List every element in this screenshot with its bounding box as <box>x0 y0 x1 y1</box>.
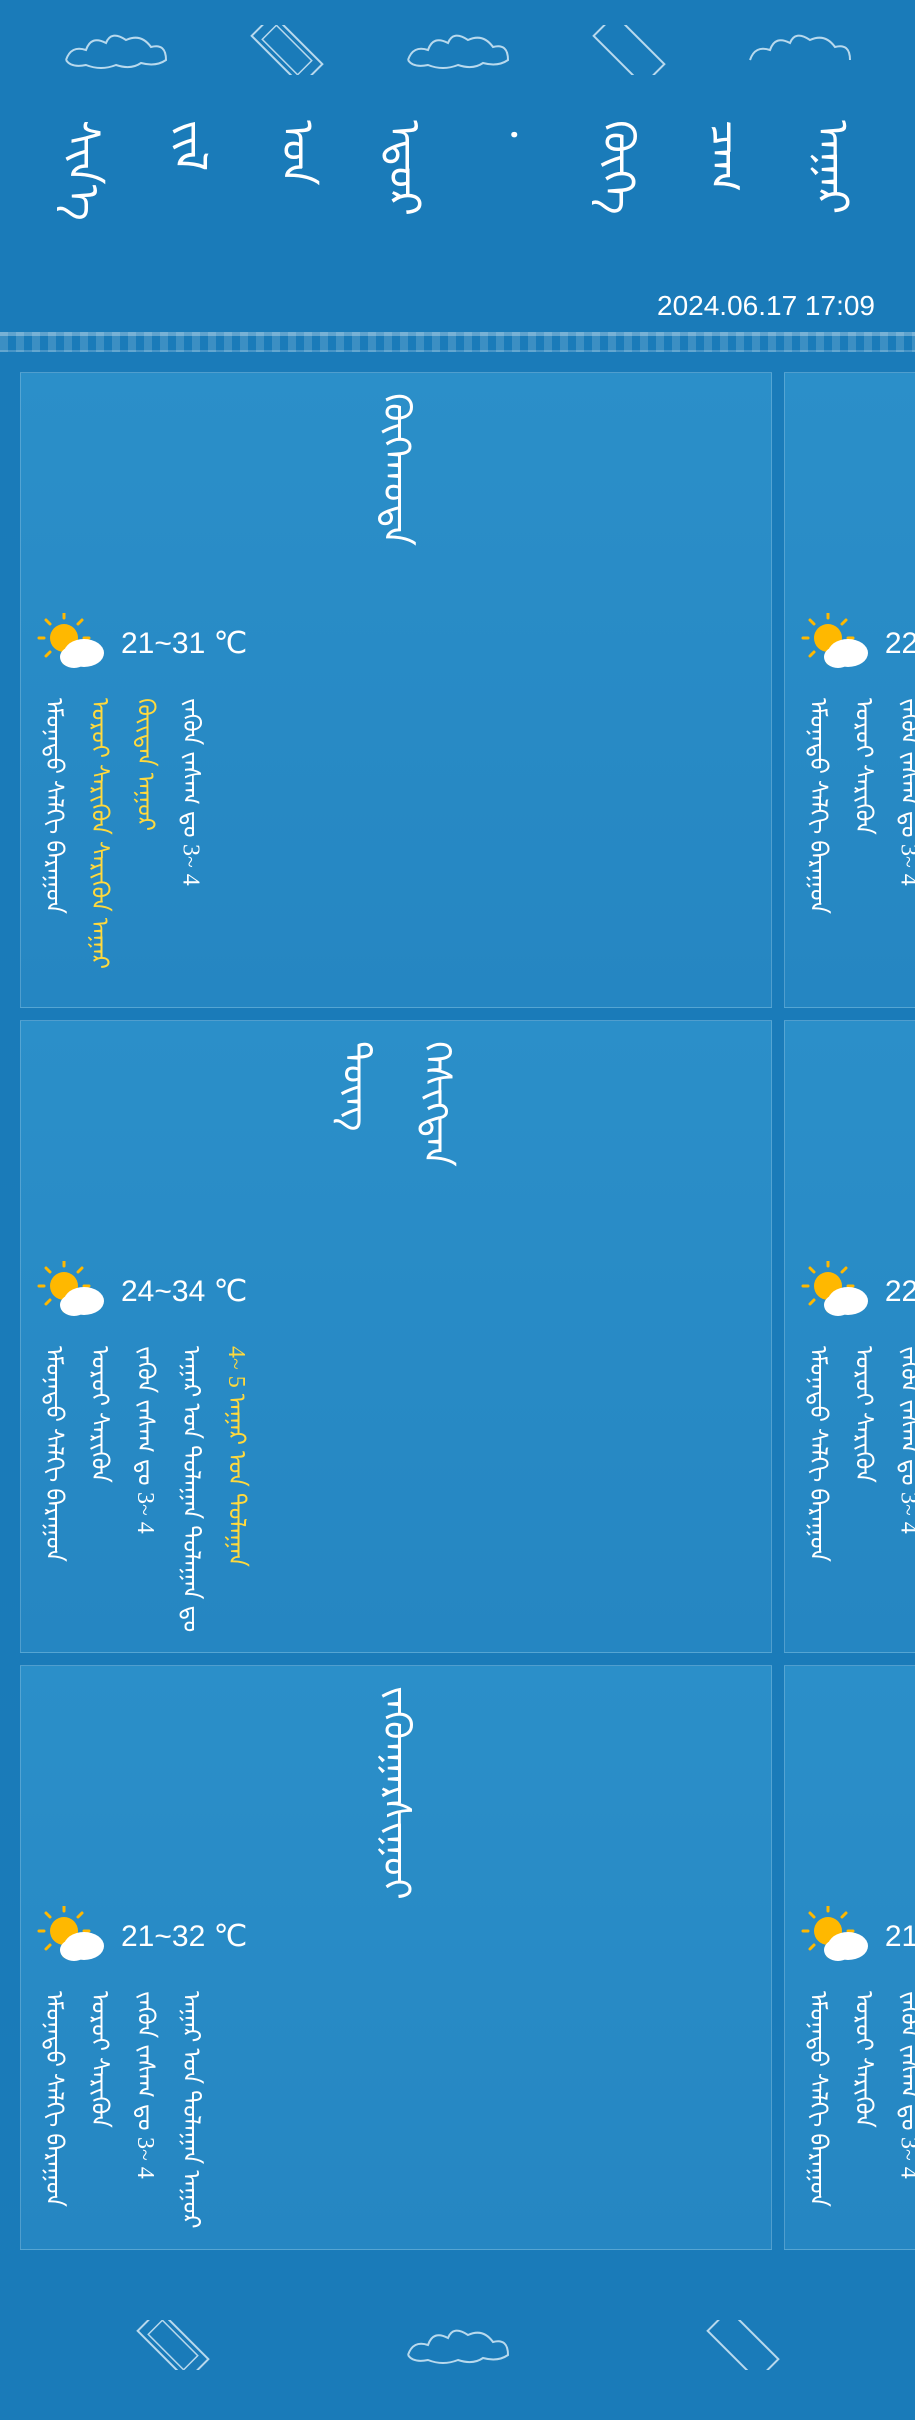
detail-text: ᠵᠡᠭᠦᠨ ᠵᠠᠰᠠᠭ ᠳᠤ 3~ 4 <box>173 698 207 987</box>
weather-summary-row: 21~31 ℃ <box>800 1906 915 1966</box>
cloud-ornament-icon <box>569 25 689 75</box>
cloud-ornament-icon <box>56 25 176 75</box>
detail-text: ᠡᠮᠦᠨᠡᠲᠦ ᠰᠠᠯᠬᠢ ᠪᠠᠷᠠᠭᠤᠨ <box>36 1991 70 2229</box>
title-word: ᠤᠨ <box>259 120 336 240</box>
location-name-part: ᠵᠡᠭᠦᠨᠭᠠᠷᠰᠢᠭᠤᠢ <box>363 1686 429 1886</box>
title-word: ᠡᠳᠦᠷ <box>366 120 443 240</box>
location-name-part: ᠬᠦᠬᠡᠬᠣᠲᠠ <box>363 393 429 593</box>
partly-cloudy-icon <box>800 1261 870 1321</box>
page-title: ᠰᠢᠨ᠎ᠡ ᠵᠢᠯ ᠤᠨ ᠡᠳᠦᠷ ᠂ ᠬᠦᠬᠡ ᠴᠠᠭ ᠠᠭᠠᠷ <box>0 100 915 280</box>
temperature-range: 22~32 ℃ <box>885 1274 915 1309</box>
cloud-ornament-icon <box>740 25 860 75</box>
weather-summary-row: 22~32 ℃ <box>800 1261 915 1321</box>
detail-text: ᠡᠮᠦᠨᠡᠲᠦ ᠰᠠᠯᠬᠢ ᠪᠠᠷᠠᠭᠤᠨ <box>36 1346 70 1632</box>
detail-text: ᠠᠭᠠᠷ ᠤᠨ ᠳᠤᠯᠠᠭᠠᠨ ᠠᠭᠤᠷ <box>173 1991 207 2229</box>
detail-text: ᠵᠡᠭᠦᠨ ᠵᠠᠰᠠᠭ ᠳᠤ 3~ 4 <box>127 1991 161 2229</box>
forecast-card: ᠲᠣᠭᠲᠠᠬᠡᠰᠢᠭᠲᠡᠨ 22~32 ℃ ᠡᠮᠦᠨᠡᠲᠦ ᠰᠠᠯᠬᠢ ᠪᠠᠷᠠᠭ… <box>784 1020 915 1653</box>
title-word: ᠰᠢᠨ᠎ᠡ <box>45 120 122 240</box>
detail-text: ᠵᠡᠭᠦᠨ ᠵᠠᠰᠠᠭ ᠳᠤ 3~ 4 <box>127 1346 161 1632</box>
detail-text: ᠵᠡᠭᠦᠨ ᠵᠠᠰᠠᠭ ᠳᠤ 3~ 4 <box>891 1991 915 2229</box>
forecast-details: ᠡᠮᠦᠨᠡᠲᠦ ᠰᠠᠯᠬᠢ ᠪᠠᠷᠠᠭᠤᠨ ᠣᠷᠣᠢ ᠰᠡᠷᠢᠭᠦᠨ ᠵᠡᠭᠦᠨ ᠵ… <box>800 698 915 987</box>
temperature-range: 24~34 ℃ <box>121 1274 247 1309</box>
detail-text: 4~ 5 ᠠᠭᠠᠷ ᠤᠨ ᠳᠤᠯᠠᠭᠠᠨ <box>218 1346 252 1632</box>
cloud-ornament-icon <box>398 25 518 75</box>
footer-decoration <box>0 2270 915 2420</box>
temperature-range: 21~32 ℃ <box>121 1919 247 1954</box>
forecast-card: ᠬᠣᠷᠴᠢᠨ 21~31 ℃ ᠡᠮᠦᠨᠡᠲᠦ ᠰᠠᠯᠬᠢ ᠪᠠᠷᠠᠭᠤᠨ ᠣᠷᠣᠢ … <box>784 1665 915 2250</box>
detail-text: ᠬᠦᠢᠲᠡᠨ ᠠᠭᠤᠷ <box>127 698 161 987</box>
title-word: ᠬᠦᠬᠡ <box>580 120 657 240</box>
cloud-ornament-icon <box>398 2320 518 2370</box>
title-word: ᠂ <box>473 120 550 240</box>
title-word: ᠠᠭᠠᠷ <box>794 120 871 240</box>
detail-text: ᠵᠡᠭᠦᠨ ᠵᠠᠰᠠᠭ ᠳᠤ 3~ 4 <box>891 698 915 987</box>
weather-summary-row: 21~32 ℃ <box>36 1906 756 1966</box>
detail-text: ᠠᠭᠠᠷ ᠤᠨ ᠳᠤᠯᠠᠭᠠᠨ ᠳᠤᠯᠠᠭᠠᠨ ᠳᠤ <box>173 1346 207 1632</box>
weather-forecast-container: ᠰᠢᠨ᠎ᠡ ᠵᠢᠯ ᠤᠨ ᠡᠳᠦᠷ ᠂ ᠬᠦᠬᠡ ᠴᠠᠭ ᠠᠭᠠᠷ 2024.06.17 17… <box>0 0 915 2420</box>
temperature-range: 22~34 ℃ <box>885 626 915 661</box>
detail-text: ᠵᠡᠭᠦᠨ ᠵᠠᠰᠠᠭ ᠳᠤ 3~ 4 <box>891 1346 915 1632</box>
location-name: ᠬᠣᠷᠴᠢᠨ <box>800 1686 915 1886</box>
location-name: ᠲᠣᠭᠲᠠᠬᠡᠰᠢᠭᠲᠡᠨ <box>800 1041 915 1241</box>
forecast-details: ᠡᠮᠦᠨᠡᠲᠦ ᠰᠠᠯᠬᠢ ᠪᠠᠷᠠᠭᠤᠨ ᠣᠷᠣᠢ ᠰᠡᠷᠢᠭᠦᠨ ᠵᠡᠭᠦᠨ ᠵ… <box>800 1346 915 1632</box>
title-word: ᠴᠠᠭ <box>687 120 764 240</box>
forecast-details: ᠡᠮᠦᠨᠡᠲᠦ ᠰᠠᠯᠬᠢ ᠪᠠᠷᠠᠭᠤᠨ ᠣᠷᠣᠢ ᠰᠡᠷᠢᠭᠦᠨ ᠵᠡᠭᠦᠨ ᠵ… <box>36 1346 756 1632</box>
forecast-card: ᠵᠡᠭᠦᠨᠭᠠᠷᠰᠢᠭᠤᠢ 21~32 ℃ ᠡᠮᠦᠨᠡᠲᠦ ᠰᠠᠯᠬᠢ ᠪᠠᠷᠠᠭ… <box>20 1665 772 2250</box>
timestamp: 2024.06.17 17:09 <box>0 280 915 332</box>
detail-text: ᠣᠷᠣᠢ ᠰᠡᠷᠢᠭᠦᠨ <box>845 1991 879 2229</box>
location-name: ᠰᠢᠯᠢᠩᠬᠣᠲᠠ <box>800 393 915 593</box>
partly-cloudy-icon <box>36 1261 106 1321</box>
location-name: ᠬᠦᠬᠡᠬᠣᠲᠠ <box>36 393 756 593</box>
temperature-range: 21~31 ℃ <box>121 626 247 661</box>
detail-text: ᠣᠷᠣᠢ ᠰᠡᠷᠢᠭᠦᠨ <box>82 1346 116 1632</box>
weather-summary-row: 21~31 ℃ <box>36 613 756 673</box>
detail-text: ᠣᠷᠣᠢ ᠰᠡᠷᠢᠭᠦᠨ <box>845 698 879 987</box>
decorative-divider <box>0 332 915 352</box>
detail-text: ᠡᠮᠦᠨᠡᠲᠦ ᠰᠠᠯᠬᠢ ᠪᠠᠷᠠᠭᠤᠨ <box>800 698 834 987</box>
detail-text: ᠡᠮᠦᠨᠡᠲᠦ ᠰᠠᠯᠬᠢ ᠪᠠᠷᠠᠭᠤᠨ <box>800 1346 834 1632</box>
forecast-details: ᠡᠮᠦᠨᠡᠲᠦ ᠰᠠᠯᠬᠢ ᠪᠠᠷᠠᠭᠤᠨ ᠣᠷᠣᠢ ᠰᠡᠷᠢᠭᠦᠨ ᠵᠡᠭᠦᠨ ᠵ… <box>800 1991 915 2229</box>
location-name-part: ᠲᠦᠩ <box>322 1041 388 1241</box>
title-word: ᠵᠢᠯ <box>152 120 229 240</box>
detail-text: ᠣᠷᠣᠢ ᠰᠡᠷᠢᠭᠦᠨ <box>845 1346 879 1632</box>
forecast-details: ᠡᠮᠦᠨᠡᠲᠦ ᠰᠠᠯᠬᠢ ᠪᠠᠷᠠᠭᠤᠨ ᠣᠷᠣᠢ ᠰᠡᠷᠢᠭᠦᠨ ᠵᠡᠭᠦᠨ ᠵ… <box>36 1991 756 2229</box>
detail-text: ᠡᠮᠦᠨᠡᠲᠦ ᠰᠠᠯᠬᠢ ᠪᠠᠷᠠᠭᠤᠨ <box>36 698 70 987</box>
forecast-card: ᠲᠦᠩᠬᠡᠰᠢᠭᠲᠡᠨ 24~34 ℃ ᠡᠮᠦᠨᠡᠲᠦ ᠰᠠᠯᠬᠢ ᠪᠠᠷᠠᠭᠤᠨ… <box>20 1020 772 1653</box>
location-name-part: ᠬᠡᠰᠢᠭᠲᠡᠨ <box>403 1041 469 1241</box>
weather-summary-row: 24~34 ℃ <box>36 1261 756 1321</box>
detail-text: ᠣᠷᠣᠢ ᠰᠡᠷᠢᠭᠦᠨ ᠰᠡᠷᠢᠭᠦᠨ ᠠᠭᠠᠷ <box>82 698 116 987</box>
cloud-ornament-icon <box>113 2320 233 2370</box>
header-decoration <box>0 0 915 100</box>
weather-summary-row: 22~34 ℃ <box>800 613 915 673</box>
cloud-ornament-icon <box>683 2320 803 2370</box>
partly-cloudy-icon <box>36 613 106 673</box>
forecast-card: ᠬᠦᠬᠡᠬᠣᠲᠠ 21~31 ℃ ᠡᠮᠦᠨᠡᠲᠦ ᠰᠠᠯᠬᠢ ᠪᠠᠷᠠᠭᠤᠨ ᠣᠷᠣ… <box>20 372 772 1008</box>
cloud-ornament-icon <box>227 25 347 75</box>
detail-text: ᠣᠷᠣᠢ ᠰᠡᠷᠢᠭᠦᠨ <box>82 1991 116 2229</box>
forecast-details: ᠡᠮᠦᠨᠡᠲᠦ ᠰᠠᠯᠬᠢ ᠪᠠᠷᠠᠭᠤᠨ ᠣᠷᠣᠢ ᠰᠡᠷᠢᠭᠦᠨ ᠰᠡᠷᠢᠭᠦ… <box>36 698 756 987</box>
temperature-range: 21~31 ℃ <box>885 1919 915 1954</box>
partly-cloudy-icon <box>800 613 870 673</box>
location-name: ᠲᠦᠩᠬᠡᠰᠢᠭᠲᠡᠨ <box>36 1041 756 1241</box>
location-name: ᠵᠡᠭᠦᠨᠭᠠᠷᠰᠢᠭᠤᠢ <box>36 1686 756 1886</box>
detail-text: ᠡᠮᠦᠨᠡᠲᠦ ᠰᠠᠯᠬᠢ ᠪᠠᠷᠠᠭᠤᠨ <box>800 1991 834 2229</box>
forecast-grid: ᠬᠦᠬᠡᠬᠣᠲᠠ 21~31 ℃ ᠡᠮᠦᠨᠡᠲᠦ ᠰᠠᠯᠬᠢ ᠪᠠᠷᠠᠭᠤᠨ ᠣᠷᠣ… <box>0 352 915 2270</box>
partly-cloudy-icon <box>800 1906 870 1966</box>
partly-cloudy-icon <box>36 1906 106 1966</box>
forecast-card: ᠰᠢᠯᠢᠩᠬᠣᠲᠠ 22~34 ℃ ᠡᠮᠦᠨᠡᠲᠦ ᠰᠠᠯᠬᠢ ᠪᠠᠷᠠᠭᠤᠨ ᠣᠷ… <box>784 372 915 1008</box>
